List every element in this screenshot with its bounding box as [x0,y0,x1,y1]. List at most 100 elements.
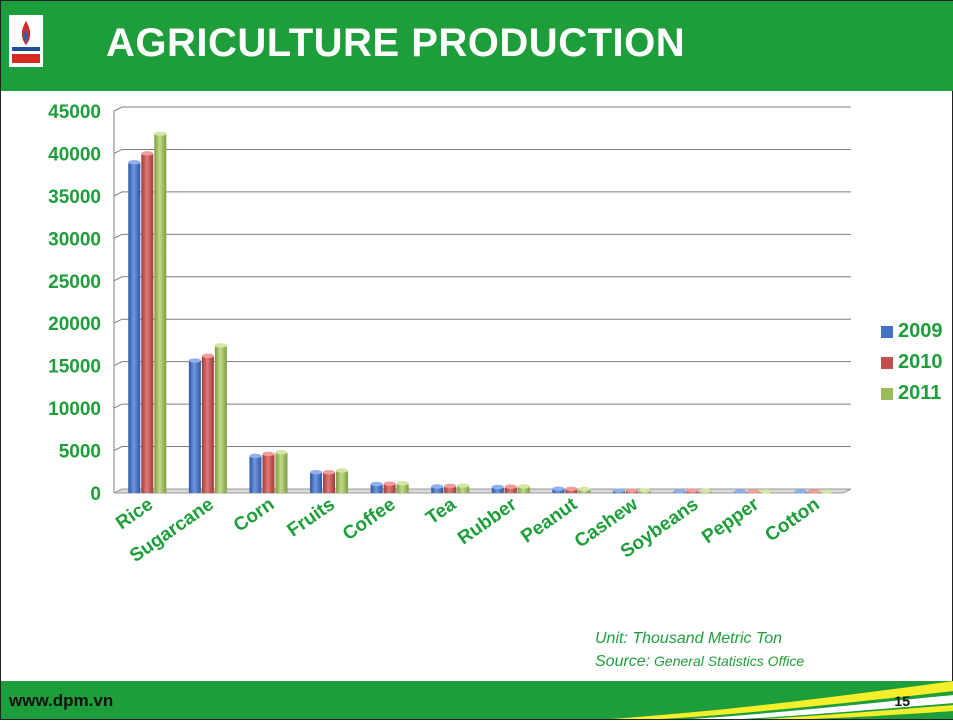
footer-bar: www.dpm.vn 15 [1,681,953,719]
bar-top-2011-corn [275,450,288,455]
header-bar: AGRICULTURE PRODUCTION [1,1,953,91]
bar-top-2011-tea [457,483,470,488]
page-number: 15 [894,693,910,709]
x-category-label: Rubber [454,494,521,550]
footer-url: www.dpm.vn [9,691,114,710]
y-tick-label: 35000 [48,187,101,208]
bar-top-2009-coffee [370,481,383,487]
bar-top-2011-fruits [336,468,349,473]
chart-floor [113,488,852,494]
x-category-label: Coffee [339,494,399,545]
x-category-label: Cotton [761,494,823,546]
y-tick-label: 45000 [48,102,101,123]
legend-swatch-2009 [881,325,893,338]
legend: 2009 2010 2011 [881,316,943,409]
bar-2011-corn [275,452,288,493]
unit-note: Unit: Thousand Metric Ton [595,630,783,647]
bar-top-2011-cashew [638,488,651,493]
bar-2011-fruits [336,470,349,493]
x-category-label: Fruits [284,494,339,541]
bar-top-2011-coffee [396,481,409,486]
bar-2010-coffee [383,483,396,493]
bar-2011-coffee [396,483,409,493]
bar-top-2010-rice [141,151,154,156]
y-tick-label: 30000 [48,229,101,250]
source-note: Source: General Statistics Office [595,653,804,671]
bar-top-2011-rice [154,131,167,136]
bar-top-2011-sugarcane [214,343,227,348]
bar-top-2009-sugarcane [188,358,201,363]
bar-top-2011-rubber [517,484,530,489]
bar-2011-rice [154,133,167,493]
y-tick-label: 25000 [48,272,101,293]
bar-2010-sugarcane [201,355,214,493]
x-category-label: Peanut [517,494,581,548]
gridline [113,148,851,154]
bar-top-2009-peanut [552,486,565,491]
y-tick-label: 40000 [48,144,101,165]
bar-2009-corn [249,455,262,493]
legend-swatch-2010 [881,356,893,369]
bar-2010-corn [262,453,275,493]
bar-top-2009-cashew [612,488,625,493]
bar-2009-fruits [310,472,323,493]
grid [113,106,852,494]
bar-2010-rice [141,153,154,493]
x-category-label: Pepper [698,494,763,548]
gridline [113,106,851,112]
legend-swatch-2011 [881,387,893,400]
bar-top-2010-corn [262,451,275,457]
pvfcco-logo [9,15,43,67]
x-category-label: Corn [230,494,278,537]
x-category-label: Rice [112,494,157,534]
x-category-label: Tea [422,494,460,529]
legend-item-2009: 2009 [881,316,943,347]
source-label: Source: [595,653,651,670]
legend-item-2010: 2010 [881,347,943,378]
bar-2009-sugarcane [188,360,201,493]
y-tick-label: 20000 [48,314,101,335]
bar-top-2009-fruits [310,470,323,475]
bar-top-2011-peanut [578,486,591,492]
legend-label-2010: 2010 [898,351,943,373]
legend-label-2009: 2009 [898,320,943,342]
bar-top-2010-pepper [747,489,760,494]
gridline [113,233,851,239]
bar-2009-rice [128,162,141,493]
bar-top-2010-soybeans [686,488,699,493]
gridline [113,276,851,282]
gridline [113,403,851,409]
bar-top-2010-peanut [565,486,578,492]
y-tick-label: 5000 [59,442,101,463]
bar-2009-coffee [370,484,383,493]
legend-item-2011: 2011 [881,378,943,409]
bar-top-2009-tea [431,484,444,489]
bar-top-2010-cotton [807,489,820,494]
bar-top-2011-soybeans [699,488,712,493]
bar-top-2009-rubber [491,484,504,490]
y-tick-label: 0 [90,484,101,505]
bar-top-2009-rice [128,160,141,165]
bar-top-2009-corn [249,453,262,459]
bar-top-2011-cotton [820,489,833,494]
bar-top-2010-coffee [383,481,396,486]
y-tick-label: 10000 [48,399,101,420]
bar-top-2010-sugarcane [201,353,214,359]
bar-top-2010-tea [444,483,457,489]
bar-top-2010-cashew [625,488,638,493]
bar-2010-fruits [323,472,336,493]
gridline [113,446,851,452]
bar-top-2009-pepper [734,489,747,494]
bar-top-2009-cotton [794,489,807,494]
bar-top-2011-pepper [760,489,773,494]
legend-label-2011: 2011 [898,382,942,404]
footer-swoosh-icon [611,681,953,719]
page-title: AGRICULTURE PRODUCTION [106,21,686,65]
bar-2011-sugarcane [214,345,227,493]
gridline [113,191,851,197]
y-tick-label: 15000 [48,357,101,378]
bar-top-2010-fruits [323,470,336,475]
logo-icon [9,15,43,67]
